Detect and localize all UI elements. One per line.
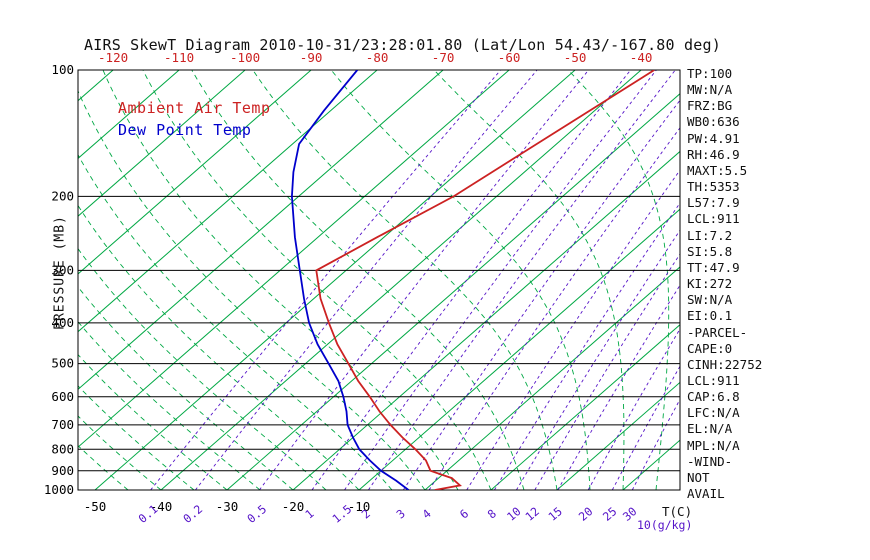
stat-mpl-n-a: MPL:N/A [687, 437, 740, 453]
stat-avail: AVAIL [687, 486, 725, 502]
mixing-ratio-tick: 10 [504, 504, 524, 524]
mixing-ratio-tick: 0.2 [180, 502, 205, 526]
chart-title: AIRS SkewT Diagram 2010-10-31/23:28:01.8… [84, 36, 721, 54]
pressure-tick: 300 [51, 262, 74, 277]
moist-adiabat-lines [78, 70, 670, 490]
stats-panel: TP:100 MW:N/A FRZ:BG WB0:636 PW:4.91 RH:46.9 M… [687, 66, 762, 502]
bottom-temp-tick: -10 [348, 499, 371, 514]
mixing-ratio-tick: 4 [419, 506, 433, 521]
stat-ei-0-1: EI:0.1 [687, 308, 733, 324]
mixing-ratio-tick: 20 [576, 504, 596, 524]
top-temp-tick: -80 [366, 50, 389, 65]
stat-th-5353: TH:5353 [687, 179, 740, 195]
pressure-tick: 500 [51, 356, 74, 371]
ambient-air-temp-curve [315, 70, 655, 490]
pressure-tick: 200 [51, 188, 74, 203]
mixing-ratio-tick: 6 [457, 506, 471, 521]
stat-tp-100: TP:100 [687, 66, 733, 81]
dew-point-temp-curve [290, 70, 410, 490]
mixing-ratio-tick: 12 [522, 504, 542, 524]
mixing-ratio-tick: 2 [359, 506, 373, 521]
pressure-tick: 100 [51, 62, 74, 77]
pressure-axis-label: PRESSURE (MB) [52, 215, 68, 330]
stat-lcl-911: LCL:911 [687, 372, 740, 388]
legend-dew-point-label: Dew Point Temp [118, 121, 252, 139]
stat-pw-4-91: PW:4.91 [687, 130, 740, 146]
top-temp-tick: -40 [630, 50, 653, 65]
temp-unit-label: T(C) [662, 504, 693, 519]
stat-el-n-a: EL:N/A [687, 421, 733, 437]
top-temp-tick: -90 [300, 50, 323, 65]
legend-ambient-temp-label: Ambient Air Temp [118, 99, 271, 117]
top-temp-tick: -70 [432, 50, 455, 65]
bottom-temp-tick: -30 [216, 499, 239, 514]
isotherm-lines [78, 70, 680, 490]
bottom-temp-tick: -40 [150, 499, 173, 514]
stat-rh-46-9: RH:46.9 [687, 146, 740, 162]
stat-not: NOT [687, 469, 710, 485]
top-temp-tick: -120 [98, 50, 128, 65]
mixing-ratio-tick: 15 [545, 504, 565, 524]
top-temp-tick: -100 [230, 50, 260, 65]
mixing-ratio-tick: 0.5 [244, 502, 269, 526]
sounding-curves [290, 70, 655, 490]
top-temp-tick: -60 [498, 50, 521, 65]
mixing-unit-label: 10(g/kg) [637, 518, 693, 532]
pressure-tick: 1000 [44, 482, 74, 497]
pressure-tick: 700 [51, 417, 74, 432]
bottom-temp-tick: -50 [84, 499, 107, 514]
pressure-tick: 900 [51, 463, 74, 478]
stat-tt-47-9: TT:47.9 [687, 259, 740, 275]
stat-lcl-911: LCL:911 [687, 211, 740, 227]
mixing-ratio-tick: 1 [302, 506, 316, 521]
stat-li-7-2: LI:7.2 [687, 227, 733, 243]
stat-lfc-n-a: LFC:N/A [687, 405, 740, 421]
stat-l57-7-9: L57:7.9 [687, 195, 740, 211]
mixing-ratio-tick: 25 [600, 504, 620, 524]
mixing-ratio-tick: 3 [394, 506, 408, 521]
stat-mw-n-a: MW:N/A [687, 82, 733, 98]
stat-parcel: -PARCEL- [687, 324, 748, 340]
plot-border [77, 69, 681, 491]
stat-cape-0: CAPE:0 [687, 340, 733, 356]
stat-sw-n-a: SW:N/A [687, 292, 733, 308]
stat-frz-bg: FRZ:BG [687, 98, 733, 114]
top-temp-tick: -110 [164, 50, 194, 65]
pressure-tick: 400 [51, 315, 74, 330]
pressure-tick: 600 [51, 389, 74, 404]
bottom-temp-tick: -20 [282, 499, 305, 514]
stat-wb0-636: WB0:636 [687, 114, 740, 130]
pressure-tick: 800 [51, 441, 74, 456]
top-temp-tick: -50 [564, 50, 587, 65]
stat-maxt-5-5: MAXT:5.5 [687, 162, 748, 178]
stat-ki-272: KI:272 [687, 276, 733, 292]
stat-wind: -WIND- [687, 453, 733, 469]
stat-cinh-22752: CINH:22752 [687, 356, 763, 372]
stat-cap-6-8: CAP:6.8 [687, 389, 740, 405]
stat-si-5-8: SI:5.8 [687, 243, 733, 259]
mixing-ratio-tick: 8 [485, 506, 499, 521]
